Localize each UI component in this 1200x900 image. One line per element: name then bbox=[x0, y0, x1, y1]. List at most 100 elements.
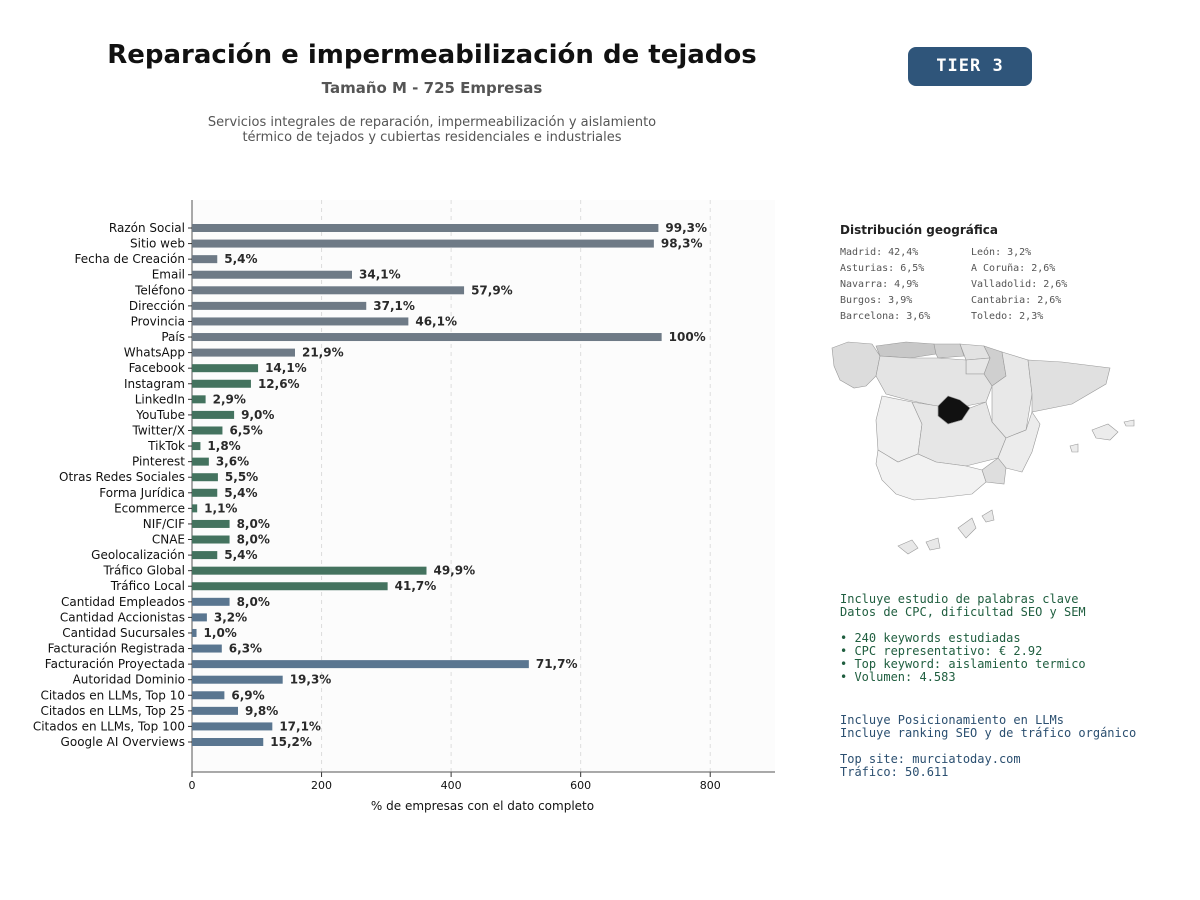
bar-value-label: 17,1% bbox=[279, 719, 321, 733]
category-label: Facebook bbox=[129, 361, 185, 375]
bar-value-label: 3,6% bbox=[216, 455, 249, 469]
category-label: Cantidad Accionistas bbox=[60, 610, 185, 624]
bar-value-label: 2,9% bbox=[213, 392, 246, 406]
spain-map bbox=[831, 341, 1135, 555]
category-label: Sitio web bbox=[130, 237, 185, 251]
llm-line: Tráfico: 50.611 bbox=[840, 765, 949, 779]
category-label: Forma Jurídica bbox=[99, 486, 185, 500]
x-tick-label: 800 bbox=[700, 779, 721, 792]
bar-value-label: 37,1% bbox=[373, 299, 415, 313]
bar-value-label: 9,8% bbox=[245, 704, 278, 718]
bar bbox=[192, 224, 659, 232]
bar-value-label: 5,4% bbox=[224, 548, 257, 562]
category-label: Geolocalización bbox=[91, 548, 185, 562]
geo-item: Burgos: 3,9% bbox=[840, 295, 913, 306]
map-region-cantabria bbox=[933, 343, 965, 359]
map-region-andalusia bbox=[875, 449, 987, 501]
llm-line: Top site: murciatoday.com bbox=[840, 752, 1021, 766]
bar bbox=[192, 644, 222, 653]
map-region-canary-west bbox=[897, 539, 919, 555]
geo-item: Toledo: 2,3% bbox=[971, 311, 1044, 322]
bar bbox=[192, 301, 367, 310]
geo-item: A Coruña: 2,6% bbox=[971, 263, 1056, 274]
bar-value-label: 19,3% bbox=[290, 673, 332, 687]
category-label: LinkedIn bbox=[135, 392, 185, 406]
bar bbox=[192, 317, 409, 326]
x-tick-label: 0 bbox=[189, 779, 196, 792]
geo-column-right: León: 3,2% A Coruña: 2,6% Valladolid: 2,… bbox=[971, 246, 1111, 326]
bar-value-label: 9,0% bbox=[241, 408, 274, 422]
keywords-line: • 240 keywords estudiadas bbox=[840, 631, 1021, 645]
bar bbox=[192, 597, 230, 606]
category-label: WhatsApp bbox=[124, 346, 185, 360]
page-description: Servicios integrales de reparación, impe… bbox=[0, 115, 864, 145]
map-region-asturias bbox=[875, 341, 937, 359]
category-label: Autoridad Dominio bbox=[73, 673, 185, 687]
bar bbox=[192, 519, 230, 528]
bar-value-label: 41,7% bbox=[395, 579, 437, 593]
geo-item: León: 3,2% bbox=[971, 247, 1032, 258]
category-label: YouTube bbox=[135, 408, 185, 422]
bar bbox=[192, 706, 238, 715]
bar-value-label: 8,0% bbox=[237, 517, 270, 531]
geo-title: Distribución geográfica bbox=[840, 223, 998, 237]
bar-value-label: 1,0% bbox=[204, 626, 237, 640]
bar bbox=[192, 535, 230, 544]
bar bbox=[192, 255, 218, 264]
bar bbox=[192, 504, 198, 513]
map-region-balearic-mallorca bbox=[1091, 423, 1119, 441]
bar bbox=[192, 551, 218, 560]
map-region-galicia bbox=[831, 341, 881, 389]
category-label: Twitter/X bbox=[132, 423, 185, 437]
map-region-murcia bbox=[981, 457, 1007, 485]
bar-value-label: 21,9% bbox=[302, 346, 344, 360]
category-label: Cantidad Sucursales bbox=[62, 626, 185, 640]
bar-value-label: 71,7% bbox=[536, 657, 578, 671]
category-label: Facturación Registrada bbox=[48, 642, 185, 656]
category-label: NIF/CIF bbox=[143, 517, 185, 531]
bar-value-label: 100% bbox=[669, 330, 706, 344]
geo-item: Valladolid: 2,6% bbox=[971, 279, 1068, 290]
keywords-line: • Top keyword: aislamiento termico bbox=[840, 657, 1086, 671]
geo-item: Barcelona: 3,6% bbox=[840, 311, 931, 322]
tier-badge: TIER 3 bbox=[908, 47, 1032, 86]
map-region-canary-east bbox=[957, 517, 977, 539]
category-label: TikTok bbox=[147, 439, 185, 453]
bar bbox=[192, 348, 295, 357]
bar-value-label: 5,4% bbox=[224, 252, 257, 266]
bar bbox=[192, 582, 388, 591]
map-region-canary-lanzarote bbox=[981, 509, 995, 523]
bar bbox=[192, 566, 427, 575]
bar-value-label: 14,1% bbox=[265, 361, 307, 375]
category-label: Dirección bbox=[129, 299, 185, 313]
page-subtitle: Tamaño M - 725 Empresas bbox=[321, 79, 543, 97]
category-label: Pinterest bbox=[132, 455, 185, 469]
geo-item: Navarra: 4,9% bbox=[840, 279, 919, 290]
category-label: País bbox=[161, 330, 185, 344]
category-label: CNAE bbox=[152, 533, 185, 547]
bar bbox=[192, 379, 251, 388]
x-tick-label: 400 bbox=[441, 779, 462, 792]
category-label: Email bbox=[152, 268, 185, 282]
bar bbox=[192, 628, 197, 637]
page-title: Reparación e impermeabilización de tejad… bbox=[107, 40, 757, 70]
bar-chart: 0 200 400 600 800 Razón Social 99,3% Sitio web 9… bbox=[33, 200, 775, 813]
bar-value-label: 5,5% bbox=[225, 470, 258, 484]
category-label: Razón Social bbox=[109, 221, 185, 235]
llm-info: Incluye Posicionamiento en LLMs Incluye … bbox=[840, 714, 1136, 779]
bar-value-label: 34,1% bbox=[359, 268, 401, 282]
bar bbox=[192, 239, 654, 248]
x-tick-label: 600 bbox=[570, 779, 591, 792]
bar bbox=[192, 488, 218, 497]
bar-value-label: 98,3% bbox=[661, 237, 703, 251]
llm-line: Incluye Posicionamiento en LLMs bbox=[840, 713, 1064, 727]
geo-item: Cantabria: 2,6% bbox=[971, 295, 1062, 306]
llm-line: Incluye ranking SEO y de tráfico orgánic… bbox=[840, 726, 1137, 740]
category-label: Citados en LLMs, Top 25 bbox=[40, 704, 185, 718]
category-label: Instagram bbox=[124, 377, 185, 391]
geo-column-left: Madrid: 42,4% Asturias: 6,5% Navarra: 4,… bbox=[840, 246, 980, 326]
category-label: Provincia bbox=[131, 314, 185, 328]
bar bbox=[192, 738, 264, 746]
keywords-info: Incluye estudio de palabras clave Datos … bbox=[840, 593, 1086, 684]
keywords-line: • CPC representativo: € 2.92 bbox=[840, 644, 1043, 658]
